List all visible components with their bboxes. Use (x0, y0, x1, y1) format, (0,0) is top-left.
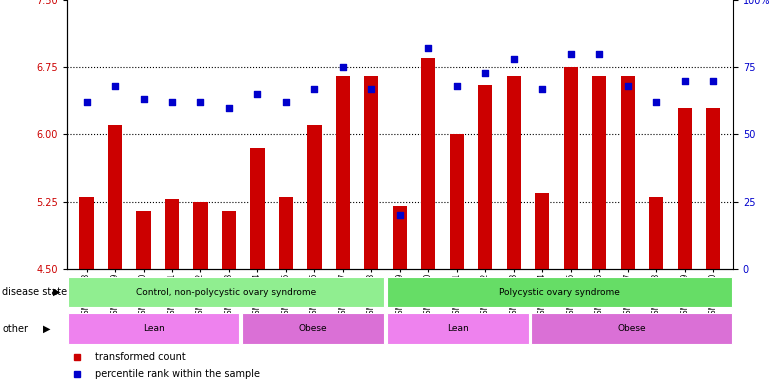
Bar (222, 210, 236, 269)
Bar (365, 76, 379, 269)
Bar (307, 126, 321, 269)
Point (336, 64, 349, 70)
Text: ▶: ▶ (53, 287, 60, 297)
Point (165, 99, 178, 105)
Bar (677, 108, 691, 269)
Point (223, 104, 235, 111)
Point (678, 78, 691, 84)
Point (707, 78, 720, 84)
Point (536, 86, 549, 92)
Bar (506, 76, 521, 269)
Text: transformed count: transformed count (95, 352, 185, 362)
Text: Polycystic ovary syndrome: Polycystic ovary syndrome (499, 288, 619, 297)
Point (593, 51, 605, 57)
Point (365, 86, 378, 92)
Text: Obese: Obese (617, 324, 646, 333)
Bar (532, 313, 732, 344)
Text: other: other (2, 324, 28, 334)
Text: Lean: Lean (143, 324, 165, 333)
Point (394, 212, 406, 218)
Bar (450, 134, 464, 269)
Bar (478, 85, 492, 269)
Bar (67, 277, 384, 308)
Text: percentile rank within the sample: percentile rank within the sample (95, 369, 260, 379)
Point (479, 70, 492, 76)
Point (308, 86, 321, 92)
Text: Control, non-polycystic ovary syndrome: Control, non-polycystic ovary syndrome (136, 288, 316, 297)
Point (650, 99, 662, 105)
Point (507, 56, 520, 62)
Bar (649, 197, 663, 269)
Bar (387, 277, 732, 308)
Bar (706, 108, 720, 269)
Text: disease state: disease state (2, 287, 67, 297)
Bar (387, 313, 529, 344)
Bar (136, 210, 151, 269)
Bar (393, 206, 407, 269)
Bar (621, 76, 635, 269)
Text: Lean: Lean (447, 324, 469, 333)
Point (451, 83, 463, 89)
Bar (279, 197, 293, 269)
Bar (336, 76, 350, 269)
Point (80, 99, 93, 105)
Bar (250, 148, 264, 269)
Text: Obese: Obese (299, 324, 327, 333)
Bar (194, 202, 208, 269)
Point (137, 96, 150, 103)
Bar (564, 67, 578, 269)
Bar (165, 199, 179, 269)
Bar (592, 76, 606, 269)
Point (251, 91, 263, 97)
Bar (535, 193, 550, 269)
Bar (67, 313, 239, 344)
Text: ▶: ▶ (43, 324, 51, 334)
Point (109, 83, 122, 89)
Point (564, 51, 577, 57)
Bar (79, 197, 94, 269)
Bar (421, 58, 435, 269)
Point (422, 45, 434, 51)
Bar (241, 313, 384, 344)
Point (194, 99, 207, 105)
Bar (108, 126, 122, 269)
Point (622, 83, 634, 89)
Point (280, 99, 292, 105)
